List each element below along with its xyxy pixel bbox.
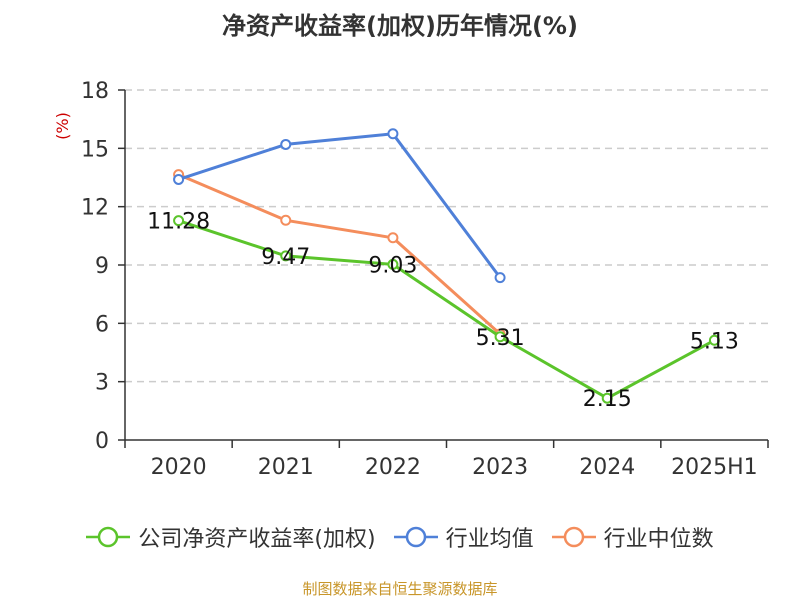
- data-label: 2.15: [583, 387, 632, 412]
- data-point: [494, 331, 506, 343]
- data-point: [280, 138, 292, 150]
- series-line: [178, 132, 502, 279]
- x-tick-label: 2021: [258, 455, 314, 480]
- data-point: [387, 258, 399, 270]
- data-label: 5.31: [476, 326, 525, 351]
- x-tick-label: 2022: [365, 455, 421, 480]
- x-tick-label: 2020: [151, 455, 207, 480]
- data-point: [173, 215, 185, 227]
- legend-swatch: [86, 526, 131, 548]
- y-tick-label: 12: [81, 196, 109, 221]
- data-point: [280, 214, 292, 226]
- data-label: 9.03: [368, 253, 417, 278]
- data-labels: 11.28 9.47 9.03 5.31 2.15 5.13: [147, 210, 739, 413]
- legend: 公司净资产收益率(加权) 行业均值 行业中位数: [0, 520, 800, 554]
- x-tick-label: 2025H1: [671, 455, 758, 480]
- axes: 0 3 6 9 12 15 18 2020 2021 2022 2023 2024 2025H1: [81, 79, 769, 480]
- legend-label: 行业中位数: [603, 527, 714, 552]
- legend-label: 公司净资产收益率(加权): [138, 527, 376, 552]
- y-tick-label: 9: [95, 254, 109, 279]
- data-point: [280, 250, 292, 262]
- legend-item: 行业均值: [393, 521, 534, 553]
- source-note: 制图数据来自恒生聚源数据库: [302, 580, 498, 598]
- legend-label: 行业均值: [445, 527, 534, 552]
- data-point: [708, 334, 720, 346]
- data-point: [387, 128, 399, 140]
- data-point: [173, 173, 185, 185]
- y-tick-label: 18: [81, 79, 109, 104]
- data-label: 11.28: [147, 210, 210, 235]
- legend-item: 行业中位数: [551, 521, 714, 553]
- data-label: 9.47: [261, 245, 310, 270]
- x-tick-label: 2023: [472, 455, 528, 480]
- y-tick-label: 15: [81, 137, 109, 162]
- y-tick-label: 0: [95, 429, 109, 454]
- legend-swatch: [393, 526, 438, 548]
- series-lines: [173, 128, 720, 404]
- x-tick-label: 2024: [579, 455, 635, 480]
- data-point: [494, 272, 506, 284]
- series-line: [178, 173, 502, 336]
- y-tick-label: 6: [95, 312, 109, 337]
- y-axis-label: (%): [53, 112, 72, 140]
- data-point: [601, 392, 613, 404]
- data-label: 5.13: [690, 329, 739, 354]
- legend-swatch: [551, 526, 596, 548]
- chart-title: 净资产收益率(加权)历年情况(%): [222, 12, 578, 40]
- legend-item: 公司净资产收益率(加权): [86, 521, 376, 553]
- series-line: [178, 219, 716, 400]
- data-point: [387, 232, 399, 244]
- y-tick-label: 3: [95, 371, 109, 396]
